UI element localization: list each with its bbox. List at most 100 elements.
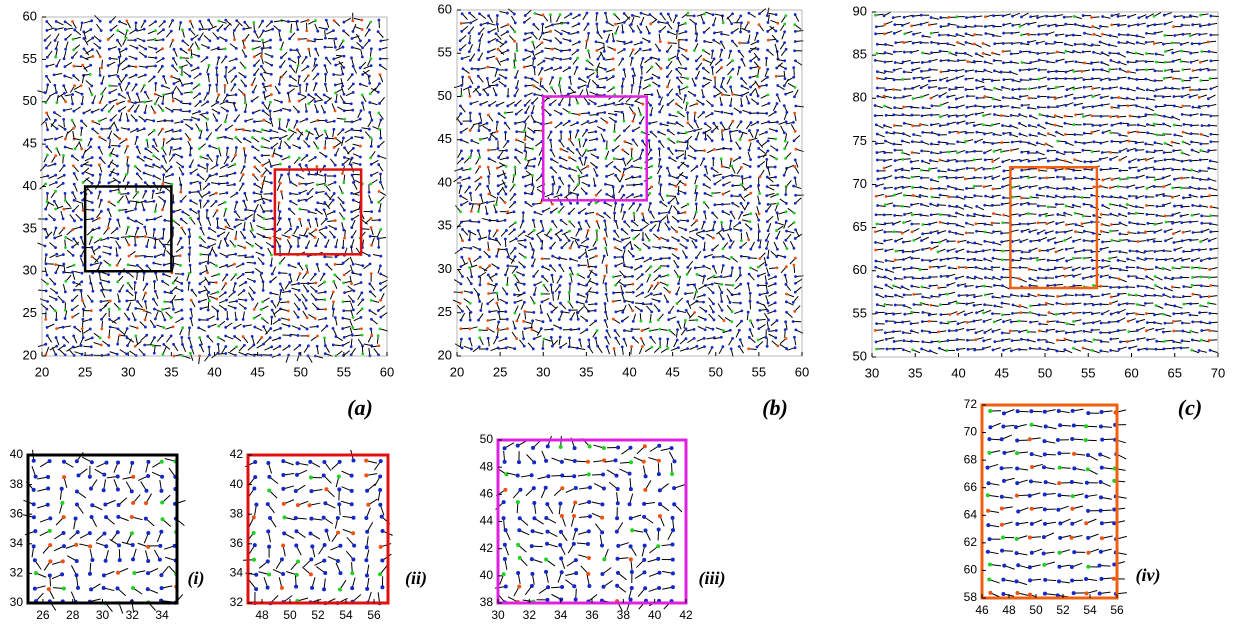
field-dot xyxy=(162,173,166,177)
field-dot xyxy=(476,68,480,71)
field-dot xyxy=(208,252,212,256)
field-dot xyxy=(234,46,238,50)
field-dot xyxy=(737,49,741,53)
field-dot xyxy=(495,57,499,61)
field-dot xyxy=(126,281,130,285)
field-dot xyxy=(163,300,167,304)
field-dot xyxy=(118,209,121,212)
field-dot xyxy=(169,146,173,150)
field-dot xyxy=(675,121,679,125)
field-dot xyxy=(108,173,112,177)
field-dot xyxy=(124,210,128,214)
field-dot xyxy=(81,63,85,67)
field-dot xyxy=(206,199,210,203)
field-dot xyxy=(341,191,344,195)
field-dot xyxy=(98,46,102,50)
field-dot xyxy=(513,246,517,250)
field-dot xyxy=(720,110,724,114)
field-dot xyxy=(91,289,95,293)
field-dot xyxy=(125,336,129,340)
field-dot xyxy=(729,75,733,79)
field-dot xyxy=(674,184,678,188)
field-dot xyxy=(720,103,723,107)
field-dot xyxy=(315,110,319,114)
field-dot xyxy=(332,146,336,149)
field-dot xyxy=(476,229,480,232)
field-dot xyxy=(288,146,291,149)
field-dot xyxy=(45,200,49,204)
field-dot xyxy=(376,334,380,338)
field-dot xyxy=(379,39,383,43)
field-dot xyxy=(719,121,723,125)
field-dot xyxy=(180,282,184,285)
field-dot xyxy=(576,129,580,133)
field-dot xyxy=(217,147,221,151)
field-dot xyxy=(630,103,634,107)
field-dot xyxy=(658,30,662,33)
field-dot xyxy=(350,226,354,229)
field-dot xyxy=(181,326,185,330)
field-dot xyxy=(676,176,679,180)
field-dot xyxy=(287,57,291,61)
field-dot xyxy=(253,261,257,265)
field-dot xyxy=(163,218,167,222)
field-dot xyxy=(785,229,788,233)
field-dot xyxy=(224,325,228,329)
field-dot xyxy=(279,326,282,330)
field-dot xyxy=(477,210,480,213)
field-dot xyxy=(259,55,263,58)
field-dot xyxy=(350,127,354,131)
field-dot xyxy=(695,184,698,188)
field-dot xyxy=(523,245,527,249)
field-dot xyxy=(324,155,328,158)
field-dot xyxy=(98,39,102,43)
field-dot xyxy=(359,39,362,43)
field-dot xyxy=(153,217,157,221)
field-dot xyxy=(505,149,508,152)
x-tick-label: 25 xyxy=(78,364,92,379)
field-dot xyxy=(217,324,221,328)
field-dot xyxy=(217,19,221,23)
field-dot xyxy=(153,111,157,115)
field-dot xyxy=(612,101,616,105)
field-dot xyxy=(333,316,337,320)
field-dot xyxy=(224,282,228,285)
field-dot xyxy=(288,108,292,112)
field-dot xyxy=(713,220,717,224)
field-dot xyxy=(584,212,588,215)
field-dot xyxy=(342,136,345,140)
field-dot xyxy=(207,245,211,249)
field-dot xyxy=(233,171,237,175)
field-dot xyxy=(208,144,212,148)
field-dot xyxy=(323,82,327,86)
field-dot xyxy=(180,335,184,339)
field-dot xyxy=(233,162,237,166)
field-dot xyxy=(505,247,508,251)
field-dot xyxy=(360,18,364,22)
field-dot xyxy=(729,219,733,223)
field-dot xyxy=(169,334,173,338)
field-dot xyxy=(270,315,274,319)
field-dot xyxy=(506,156,509,160)
field-dot xyxy=(748,175,752,179)
field-dot xyxy=(558,139,562,143)
field-dot xyxy=(523,120,526,124)
field-dot xyxy=(342,335,346,339)
field-dot xyxy=(342,92,346,96)
field-dot xyxy=(765,112,769,115)
field-dot xyxy=(720,48,724,52)
field-dot xyxy=(729,139,733,143)
field-dot xyxy=(142,84,146,87)
field-dot xyxy=(181,39,185,43)
field-dot xyxy=(358,117,362,121)
field-dot xyxy=(278,227,282,231)
field-dot xyxy=(593,102,597,106)
field-dot xyxy=(468,202,472,206)
field-dot xyxy=(649,229,653,232)
field-dot xyxy=(711,13,715,17)
field-dot xyxy=(792,221,796,224)
field-dot xyxy=(566,147,570,150)
field-dot xyxy=(596,156,600,159)
field-dot xyxy=(360,327,363,331)
field-dot xyxy=(486,184,490,188)
